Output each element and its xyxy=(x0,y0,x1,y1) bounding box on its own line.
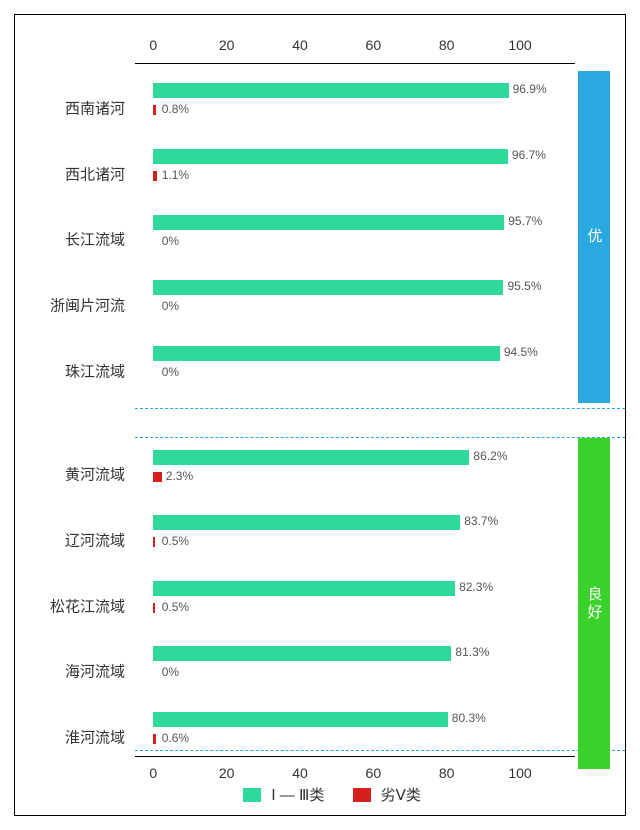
bar-bad xyxy=(153,472,161,482)
bar-good xyxy=(153,83,508,98)
row-label: 松花江流域 xyxy=(25,595,125,616)
bar-bad xyxy=(153,603,155,613)
bar-row: 淮河流域80.3%0.6% xyxy=(135,704,575,770)
row-label: 黄河流域 xyxy=(25,464,125,485)
value-bad: 0.8% xyxy=(162,102,189,116)
value-bad: 0% xyxy=(162,665,179,679)
value-good: 81.3% xyxy=(455,645,489,659)
bar-bad xyxy=(153,537,155,547)
value-good: 94.5% xyxy=(504,345,538,359)
bar-good xyxy=(153,280,503,295)
row-label: 西南诸河 xyxy=(25,98,125,119)
row-label: 珠江流域 xyxy=(25,360,125,381)
bar-row: 海河流域81.3%0% xyxy=(135,638,575,704)
value-good: 96.7% xyxy=(512,148,546,162)
bar-good xyxy=(153,515,460,530)
row-label: 浙闽片河流 xyxy=(25,295,125,316)
bar-good xyxy=(153,450,469,465)
chart-frame: 020406080100 020406080100 西南诸河96.9%0.8%西… xyxy=(14,14,626,816)
x-tick-label: 100 xyxy=(508,37,531,53)
bar-good xyxy=(153,215,504,230)
value-good: 96.9% xyxy=(513,82,547,96)
x-tick-label: 60 xyxy=(366,37,382,53)
bar-row: 西北诸河96.7%1.1% xyxy=(135,141,575,207)
value-bad: 0.5% xyxy=(162,534,189,548)
quality-band: 良好 xyxy=(578,438,610,770)
bar-good xyxy=(153,346,500,361)
group-separator xyxy=(135,408,625,409)
legend-swatch-good xyxy=(243,788,261,802)
value-good: 86.2% xyxy=(473,449,507,463)
bar-row: 黄河流域86.2%2.3% xyxy=(135,442,575,508)
row-label: 海河流域 xyxy=(25,661,125,682)
legend-label-good: Ⅰ — Ⅲ类 xyxy=(271,787,324,804)
value-good: 82.3% xyxy=(459,580,493,594)
bar-row: 西南诸河96.9%0.8% xyxy=(135,75,575,141)
bar-bad xyxy=(153,734,155,744)
value-good: 95.5% xyxy=(508,279,542,293)
quality-band: 优 xyxy=(578,71,610,403)
bar-bad xyxy=(153,105,156,115)
row-label: 淮河流域 xyxy=(25,726,125,747)
group-separator xyxy=(135,750,625,751)
group-separator xyxy=(135,437,625,438)
legend: Ⅰ — Ⅲ类 劣Ⅴ类 xyxy=(15,784,625,805)
x-tick-label: 40 xyxy=(292,37,308,53)
value-good: 80.3% xyxy=(452,711,486,725)
bar-good xyxy=(153,581,455,596)
bar-row: 辽河流域83.7%0.5% xyxy=(135,507,575,573)
bar-good xyxy=(153,712,447,727)
x-tick-label: 20 xyxy=(219,37,235,53)
x-tick-label: 80 xyxy=(439,37,455,53)
value-bad: 0% xyxy=(162,234,179,248)
bar-row: 浙闽片河流95.5%0% xyxy=(135,272,575,338)
legend-swatch-bad xyxy=(353,788,371,802)
value-bad: 2.3% xyxy=(166,469,193,483)
value-bad: 1.1% xyxy=(162,168,189,182)
value-bad: 0% xyxy=(162,365,179,379)
value-bad: 0.6% xyxy=(162,731,189,745)
plot-area: 西南诸河96.9%0.8%西北诸河96.7%1.1%长江流域95.7%0%浙闽片… xyxy=(135,63,575,757)
value-good: 95.7% xyxy=(508,214,542,228)
x-tick-label: 0 xyxy=(149,37,157,53)
bar-row: 松花江流域82.3%0.5% xyxy=(135,573,575,639)
value-bad: 0.5% xyxy=(162,600,189,614)
bar-good xyxy=(153,646,451,661)
bar-row: 珠江流域94.5%0% xyxy=(135,338,575,404)
value-good: 83.7% xyxy=(464,514,498,528)
chart-container: 020406080100 020406080100 西南诸河96.9%0.8%西… xyxy=(0,0,640,830)
row-label: 长江流域 xyxy=(25,229,125,250)
row-label: 西北诸河 xyxy=(25,163,125,184)
bar-good xyxy=(153,149,508,164)
value-bad: 0% xyxy=(162,299,179,313)
bar-row: 长江流域95.7%0% xyxy=(135,207,575,273)
bar-bad xyxy=(153,171,157,181)
row-label: 辽河流域 xyxy=(25,529,125,550)
legend-label-bad: 劣Ⅴ类 xyxy=(381,787,421,804)
